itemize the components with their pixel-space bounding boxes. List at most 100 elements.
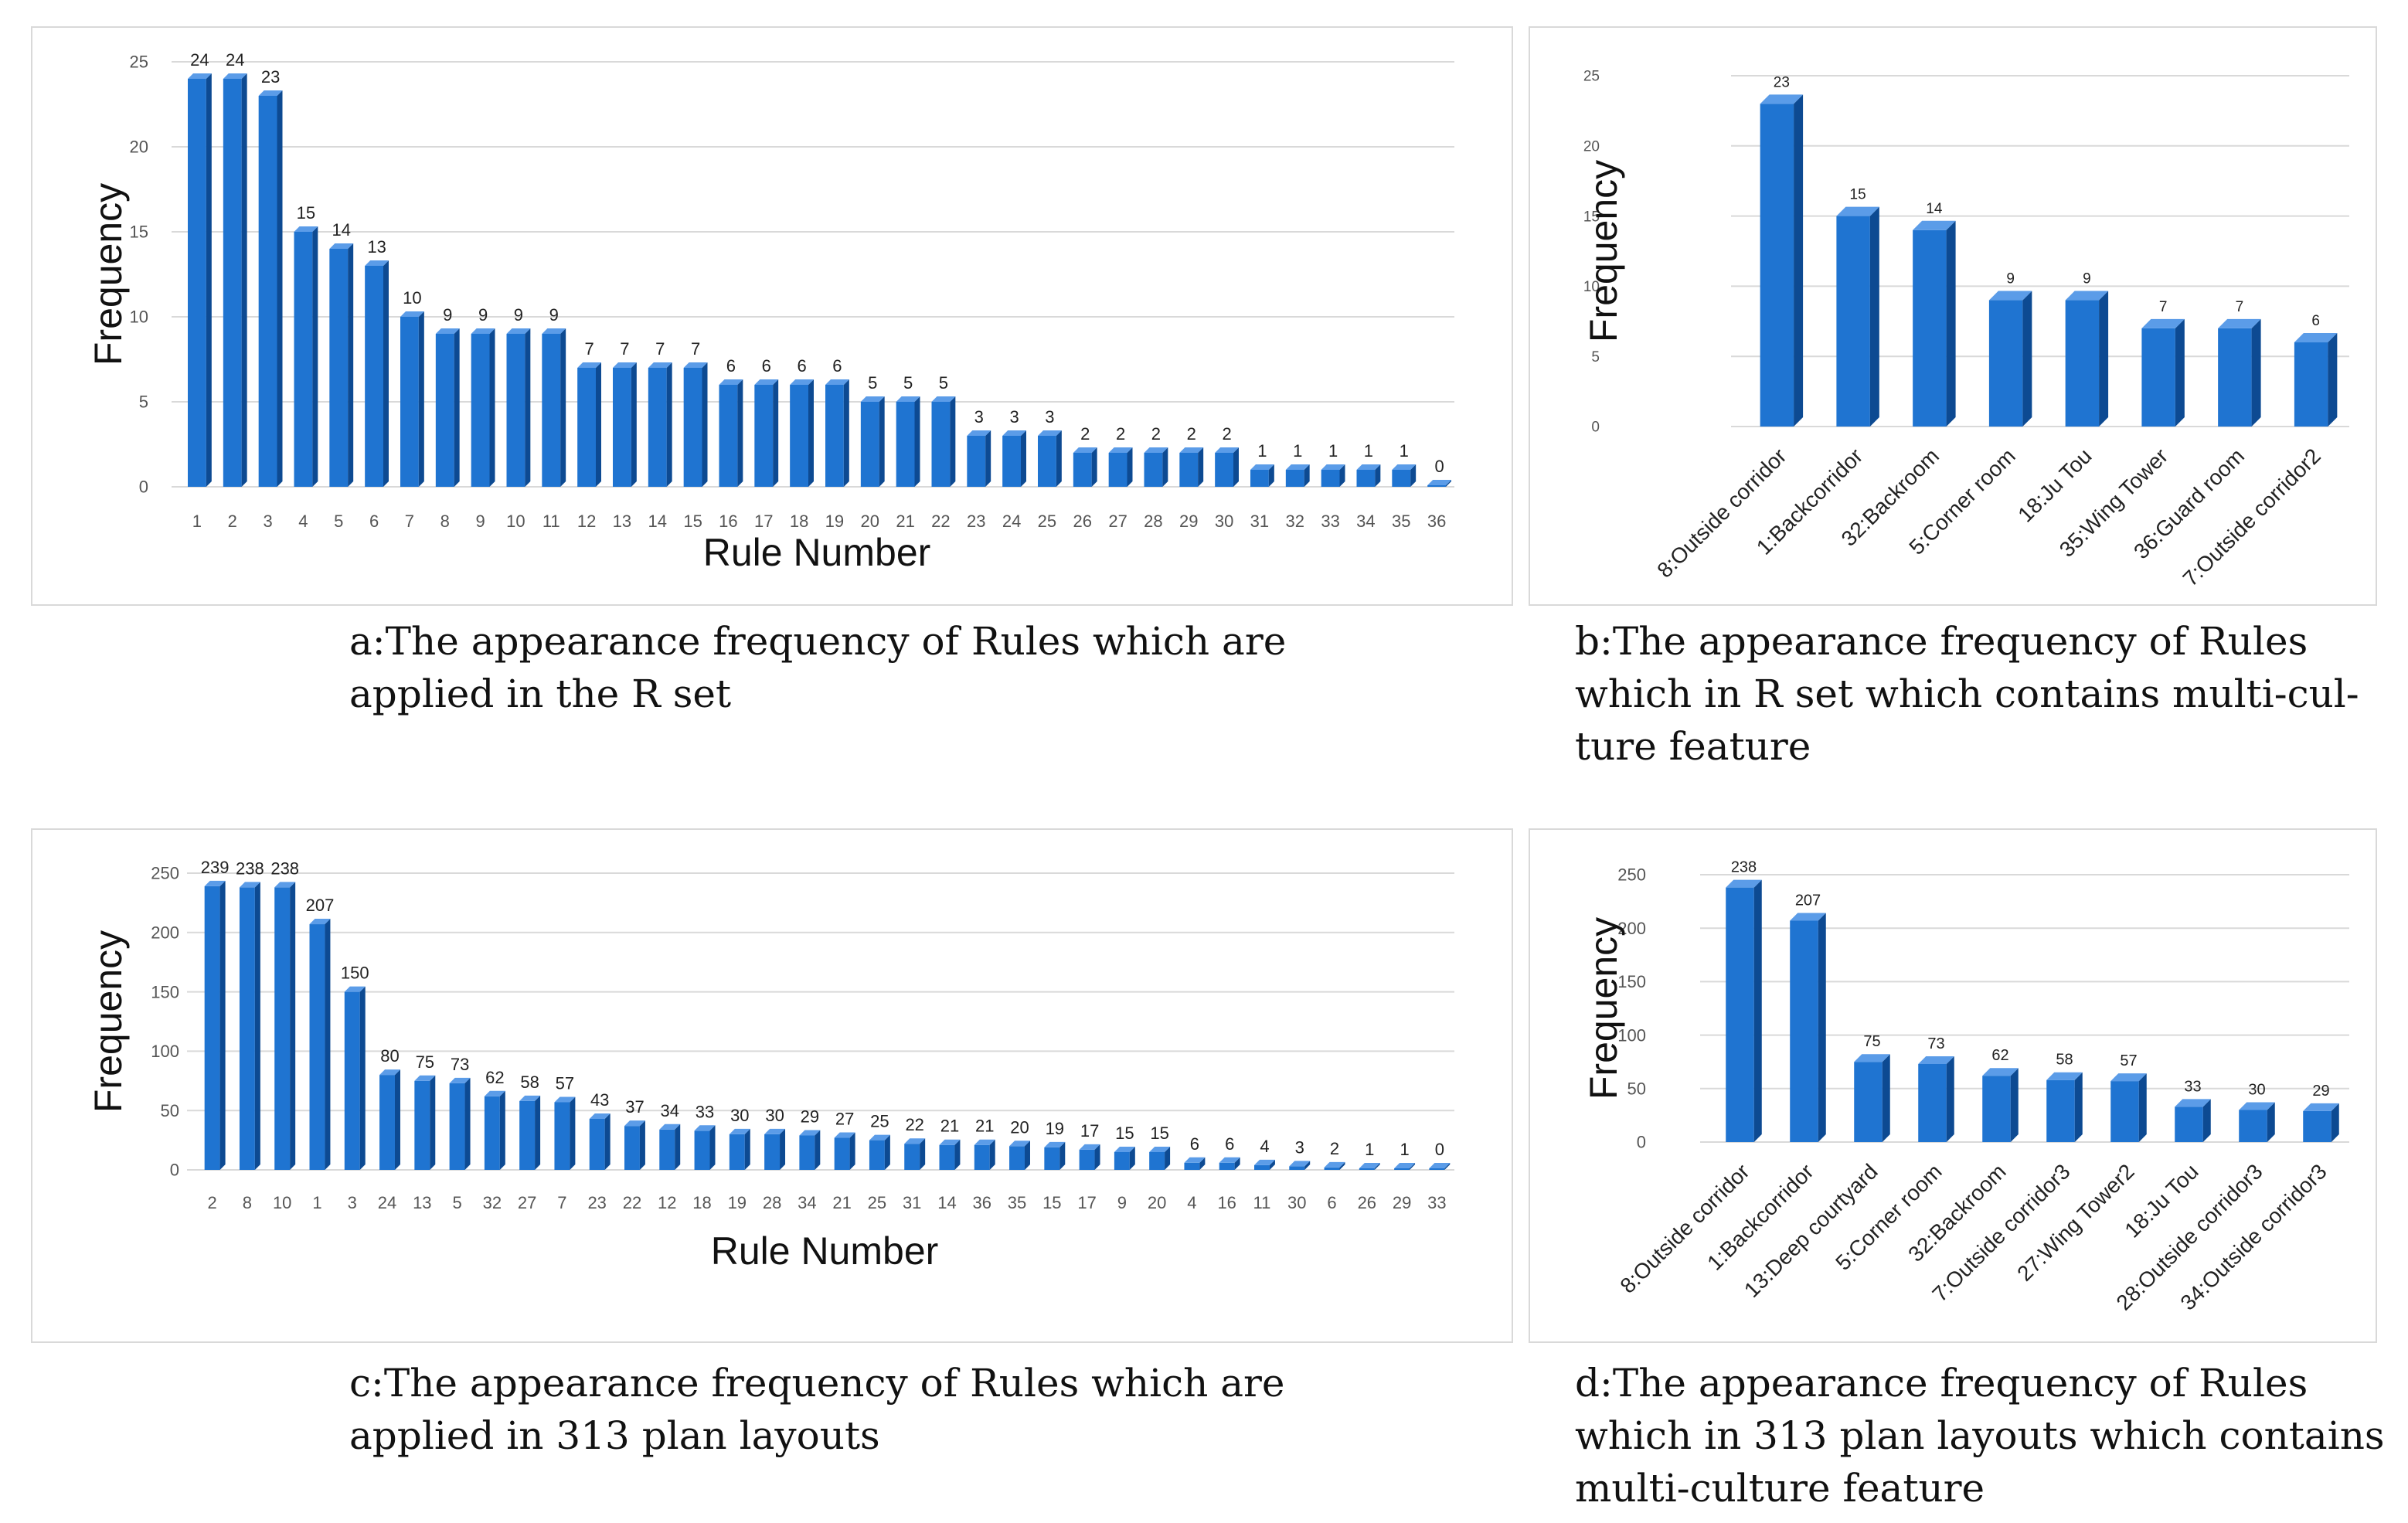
- bar-front: [554, 1102, 570, 1170]
- data-label: 30: [2248, 1081, 2265, 1098]
- bar-front: [1179, 453, 1199, 487]
- x-tick-label: 18:Ju Tou: [2013, 444, 2096, 526]
- bar-front: [2141, 328, 2175, 427]
- bar-front: [1289, 1166, 1305, 1170]
- bar-front: [1073, 453, 1092, 487]
- y-tick-label: 25: [130, 53, 148, 72]
- bar-top: [931, 396, 956, 402]
- x-tick-label: 16: [719, 512, 737, 531]
- bar-front: [2175, 1107, 2203, 1142]
- bar: [1215, 447, 1239, 487]
- x-tick-label: 23: [967, 512, 985, 531]
- chart-panel-a: 0 5 10 15 20 25 Frequency 24 1 24 2 23 3 15 4 14 5 13 6 10 7…: [31, 26, 1513, 606]
- bar-top: [1149, 1146, 1171, 1152]
- data-label: 22: [905, 1115, 923, 1134]
- bar-side: [2099, 291, 2109, 427]
- bar-top: [967, 430, 991, 436]
- bar-top: [1073, 447, 1097, 453]
- bar-top: [379, 1069, 400, 1076]
- y-tick-label: 0: [1591, 420, 1600, 436]
- x-tick-label: 8:Outside corridor: [1652, 444, 1791, 582]
- data-label: 7: [691, 339, 700, 359]
- bar: [1429, 1163, 1451, 1170]
- x-tick-label: 9: [1117, 1193, 1127, 1212]
- bar-front: [542, 334, 561, 487]
- bar-side: [631, 362, 637, 487]
- x-tick-label: 10: [506, 512, 525, 531]
- bar: [1324, 1161, 1345, 1170]
- bar: [1250, 464, 1274, 487]
- y-tick-label: 50: [1627, 1079, 1646, 1099]
- y-tick-label: 0: [170, 1161, 179, 1180]
- y-tick-label: 200: [151, 923, 179, 943]
- bar-front: [719, 385, 738, 487]
- x-tick-label: 34: [1356, 512, 1375, 531]
- bar-front: [2303, 1110, 2331, 1142]
- bar-side: [499, 1090, 505, 1170]
- bar-side: [325, 919, 331, 1170]
- data-label: 24: [190, 50, 209, 70]
- x-tick-label: 28: [763, 1193, 781, 1212]
- x-tick-label: 34: [798, 1193, 816, 1212]
- bar-front: [471, 334, 490, 487]
- x-tick-label: 36: [1427, 512, 1446, 531]
- data-label: 73: [1927, 1035, 1944, 1052]
- bar-front: [825, 385, 844, 487]
- bar: [519, 1095, 541, 1170]
- caption-d-line-2: which in 313 plan layouts which contains: [1575, 1413, 2385, 1458]
- bar-front: [1254, 1164, 1270, 1170]
- bar-top: [294, 226, 318, 232]
- bar-front: [1009, 1146, 1025, 1170]
- bar: [1184, 1157, 1206, 1170]
- data-label: 4: [1260, 1137, 1269, 1156]
- x-tick-label: 21: [896, 512, 914, 531]
- bar-side: [219, 880, 226, 1170]
- bar-front: [648, 368, 667, 487]
- bar-front: [1184, 1162, 1200, 1170]
- x-tick-label: 7: [557, 1193, 566, 1212]
- data-label: 30: [765, 1106, 784, 1125]
- bar-top: [344, 986, 366, 992]
- x-tick-label: 22: [931, 512, 950, 531]
- data-label: 7: [584, 339, 593, 359]
- bar: [1002, 430, 1026, 487]
- bar-side: [241, 73, 247, 487]
- bar: [790, 379, 814, 487]
- bar-front: [2065, 300, 2100, 427]
- bar-side: [709, 1125, 716, 1170]
- bar-side: [884, 1134, 890, 1170]
- bar-top: [974, 1139, 995, 1145]
- bar-front: [400, 317, 419, 487]
- bar: [506, 328, 531, 487]
- data-label: 1: [1293, 441, 1302, 461]
- bar-side: [464, 1077, 471, 1170]
- bar: [294, 226, 318, 487]
- y-tick-label: 200: [1617, 919, 1646, 938]
- y-axis-title: Frequency: [87, 183, 130, 365]
- bar-side: [277, 90, 283, 487]
- bar: [904, 1138, 926, 1170]
- bar: [1760, 94, 1804, 427]
- bar-side: [312, 226, 318, 487]
- bar-top: [449, 1077, 471, 1083]
- x-tick-label: 13: [413, 1193, 431, 1212]
- x-tick-label: 32: [1286, 512, 1304, 531]
- bar-top: [1394, 1163, 1416, 1168]
- data-label: 9: [549, 305, 559, 325]
- y-tick-label: 15: [130, 223, 148, 242]
- data-label: 239: [201, 858, 230, 877]
- bar: [1356, 464, 1381, 487]
- data-label: 2: [1330, 1139, 1339, 1158]
- bar-top: [365, 260, 389, 266]
- bar-side: [1199, 1157, 1206, 1170]
- y-tick-label: 10: [1583, 279, 1600, 295]
- bar: [379, 1069, 400, 1170]
- data-label: 17: [1080, 1121, 1099, 1141]
- x-tick-label: 36: [973, 1193, 991, 1212]
- x-tick-label: 24: [1002, 512, 1021, 531]
- data-label: 58: [2056, 1052, 2073, 1069]
- bar-top: [2303, 1103, 2339, 1111]
- x-tick-label: 6: [1327, 1193, 1336, 1212]
- bar-top: [1760, 94, 1804, 104]
- bar-top: [1790, 913, 1826, 921]
